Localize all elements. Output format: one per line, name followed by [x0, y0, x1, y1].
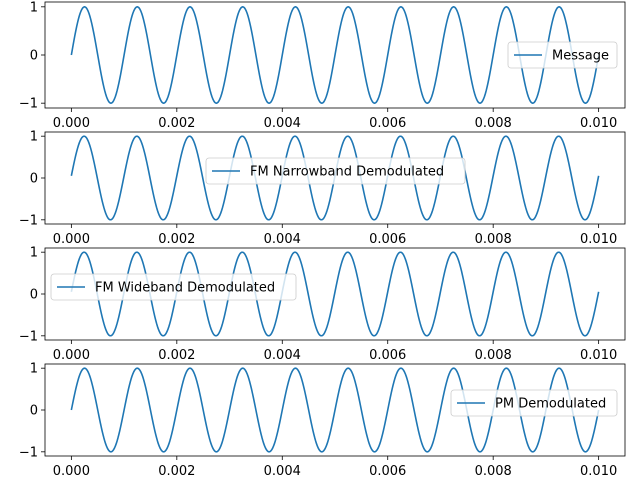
legend-box: [205, 157, 466, 185]
legend-label: PM Demodulated: [495, 397, 606, 412]
x-tick-label: 0.010: [580, 348, 617, 363]
x-tick-label: 0.002: [158, 348, 195, 363]
legend: FM Narrowband Demodulated: [205, 157, 466, 185]
x-tick-label: 0.002: [158, 464, 195, 479]
x-tick-label: 0.006: [369, 116, 406, 131]
x-tick-label: 0.008: [475, 116, 512, 131]
y-tick-label: 0: [30, 49, 38, 64]
subplot-2: 0.000 0.002 0.004 0.006 0.008 0.010 1 0 −1 FM Nar…: [19, 130, 626, 247]
x-tick-label: 0.010: [580, 232, 617, 247]
x-tick-label: 0.006: [369, 232, 406, 247]
y-tick-label: 0: [30, 172, 38, 187]
x-tick-label: 0.000: [53, 232, 90, 247]
series-line: [70, 6, 600, 104]
x-tick-label: 0.010: [580, 116, 617, 131]
legend: FM Wideband Demodulated: [50, 273, 297, 301]
y-tick-label: −1: [19, 97, 38, 112]
y-tick-label: 0: [30, 288, 38, 303]
legend: Message: [507, 41, 618, 69]
legend-label: Message: [552, 49, 609, 64]
y-tick-label: 0: [30, 404, 38, 419]
legend: PM Demodulated: [450, 389, 618, 417]
x-tick-label: 0.000: [53, 116, 90, 131]
x-tick-label: 0.004: [264, 232, 301, 247]
subplot-1: 0.000 0.002 0.004 0.006 0.008 0.010 1 0 −1 Messag…: [19, 0, 626, 131]
legend-label: FM Wideband Demodulated: [95, 281, 275, 296]
x-tick-label: 0.008: [475, 464, 512, 479]
legend-box: [507, 41, 618, 69]
x-tick-label: 0.010: [580, 464, 617, 479]
series-line: [70, 367, 600, 453]
series-line: [70, 251, 600, 337]
x-tick-label: 0.004: [264, 116, 301, 131]
subplot-4: 0.000 0.002 0.004 0.006 0.008 0.010 1 0 −1 PM Dem…: [19, 362, 626, 479]
x-tick-label: 0.002: [158, 116, 195, 131]
x-tick-label: 0.000: [53, 348, 90, 363]
x-tick-label: 0.006: [369, 464, 406, 479]
y-tick-label: −1: [19, 213, 38, 228]
legend-box: [450, 389, 618, 417]
x-tick-label: 0.008: [475, 232, 512, 247]
x-tick-label: 0.008: [475, 348, 512, 363]
legend-label: FM Narrowband Demodulated: [250, 165, 444, 180]
x-tick-label: 0.000: [53, 464, 90, 479]
y-tick-label: 1: [30, 362, 38, 377]
x-tick-label: 0.002: [158, 232, 195, 247]
x-tick-label: 0.004: [264, 464, 301, 479]
y-tick-label: 1: [30, 246, 38, 261]
legend-box: [50, 273, 297, 301]
x-tick-label: 0.004: [264, 348, 301, 363]
x-tick-label: 0.006: [369, 348, 406, 363]
y-tick-label: −1: [19, 445, 38, 460]
subplot-3: 0.000 0.002 0.004 0.006 0.008 0.010 1 0 −1 FM Wid…: [19, 246, 626, 363]
y-tick-label: 1: [30, 130, 38, 145]
y-tick-label: 1: [30, 0, 38, 15]
y-tick-label: −1: [19, 329, 38, 344]
